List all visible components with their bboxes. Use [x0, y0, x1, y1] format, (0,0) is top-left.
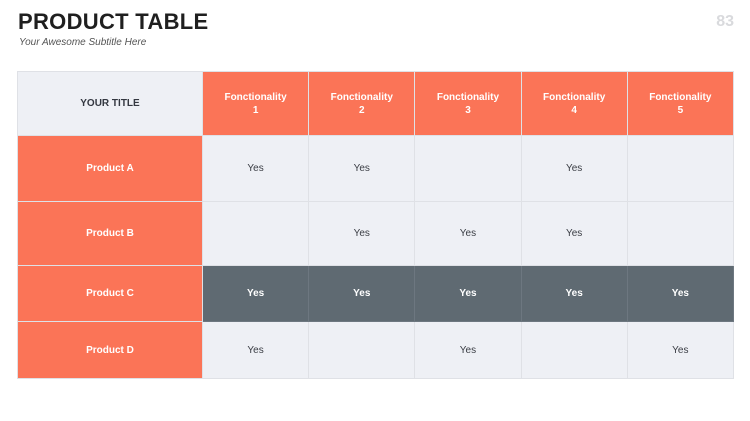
table-cell — [520, 321, 628, 379]
row-header-product: Product A — [17, 135, 203, 202]
column-header-feature-1: Fonctionality 1 — [201, 71, 310, 136]
feature-number: 4 — [571, 104, 577, 116]
column-header-feature-2: Fonctionality 2 — [308, 71, 416, 136]
table-cell: Yes — [520, 265, 628, 322]
table-cell: Yes — [414, 265, 522, 322]
table-header-row: YOUR TITLE Fonctionality 1 Fonctionality… — [17, 71, 734, 136]
table-cell: Yes — [520, 201, 628, 266]
feature-name: Fonctionality — [649, 91, 712, 103]
page-title: PRODUCT TABLE — [18, 9, 209, 34]
table-cell: Yes — [414, 201, 522, 266]
row-header-product: Product C — [17, 265, 203, 322]
feature-number: 3 — [465, 104, 471, 116]
column-header-feature-3: Fonctionality 3 — [414, 71, 522, 136]
column-header-feature-5: Fonctionality 5 — [626, 71, 734, 136]
column-header-feature-4: Fonctionality 4 — [520, 71, 628, 136]
table-row-product-c: Product C Yes Yes Yes Yes Yes — [17, 265, 734, 322]
page-number: 83 — [716, 13, 734, 30]
table-cell — [414, 135, 522, 202]
table-corner-title: YOUR TITLE — [17, 71, 203, 136]
table-cell — [308, 321, 416, 379]
table-row-product-d: Product D Yes Yes Yes — [17, 321, 734, 379]
table-cell: Yes — [520, 135, 628, 202]
feature-name: Fonctionality — [330, 91, 393, 103]
table-cell: Yes — [626, 265, 734, 322]
table-cell — [201, 201, 310, 266]
feature-name: Fonctionality — [543, 91, 606, 103]
table-row-product-b: Product B Yes Yes Yes — [17, 201, 734, 266]
table-cell — [626, 135, 734, 202]
table-cell: Yes — [626, 321, 734, 379]
row-header-product: Product B — [17, 201, 203, 266]
table-row-product-a: Product A Yes Yes Yes — [17, 135, 734, 202]
table-cell: Yes — [308, 135, 416, 202]
feature-name: Fonctionality — [224, 91, 287, 103]
table-cell: Yes — [308, 265, 416, 322]
feature-name: Fonctionality — [436, 91, 500, 103]
table-cell: Yes — [201, 135, 310, 202]
table-cell: Yes — [308, 201, 416, 266]
table-cell: Yes — [201, 321, 310, 379]
feature-number: 1 — [252, 104, 259, 116]
row-header-product: Product D — [17, 321, 203, 379]
table-cell: Yes — [414, 321, 522, 379]
table-cell: Yes — [201, 265, 310, 322]
page-subtitle: Your Awesome Subtitle Here — [19, 37, 147, 48]
feature-number: 5 — [677, 104, 684, 116]
table-cell — [626, 201, 734, 266]
feature-number: 2 — [359, 104, 365, 116]
product-table: YOUR TITLE Fonctionality 1 Fonctionality… — [17, 71, 734, 379]
